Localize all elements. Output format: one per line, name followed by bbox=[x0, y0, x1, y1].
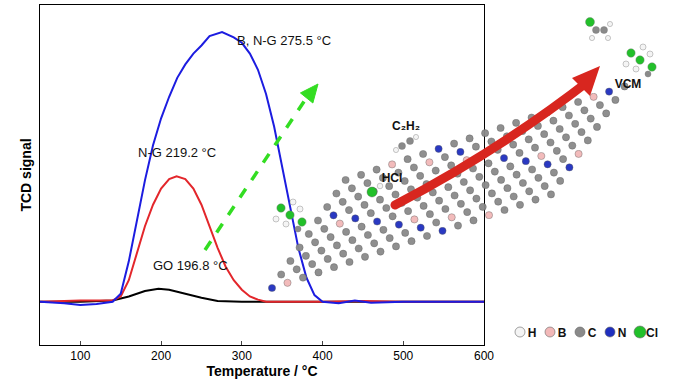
svg-text:B: B bbox=[558, 326, 567, 340]
svg-text:H: H bbox=[528, 326, 537, 340]
svg-text:GO 196.8 °C: GO 196.8 °C bbox=[153, 258, 228, 273]
svg-text:N: N bbox=[618, 326, 627, 340]
svg-text:N-G 219.2 °C: N-G 219.2 °C bbox=[138, 145, 216, 160]
svg-text:TCD signal: TCD signal bbox=[18, 138, 34, 211]
svg-text:B, N-G 275.5 °C: B, N-G 275.5 °C bbox=[237, 33, 331, 48]
svg-text:400: 400 bbox=[313, 349, 333, 363]
svg-text:300: 300 bbox=[232, 349, 252, 363]
svg-text:VCM: VCM bbox=[615, 77, 642, 91]
svg-text:200: 200 bbox=[151, 349, 171, 363]
svg-text:C: C bbox=[588, 326, 597, 340]
svg-text:Cl: Cl bbox=[646, 326, 658, 340]
svg-text:600: 600 bbox=[474, 349, 494, 363]
svg-text:Temperature / °C: Temperature / °C bbox=[206, 363, 317, 379]
svg-text:100: 100 bbox=[70, 349, 90, 363]
svg-text:500: 500 bbox=[393, 349, 413, 363]
svg-text:HCl: HCl bbox=[382, 171, 403, 185]
svg-text:C₂H₂: C₂H₂ bbox=[392, 119, 420, 133]
